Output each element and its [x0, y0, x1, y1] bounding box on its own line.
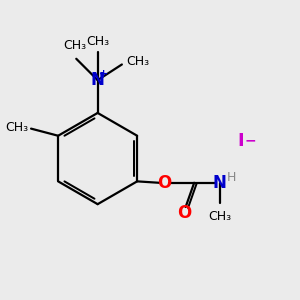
Text: N: N: [91, 71, 105, 89]
Text: +: +: [99, 69, 109, 79]
Text: O: O: [157, 174, 171, 192]
Text: CH₃: CH₃: [126, 55, 149, 68]
Text: I: I: [237, 132, 244, 150]
Text: N: N: [213, 174, 227, 192]
Text: CH₃: CH₃: [63, 40, 86, 52]
Text: CH₃: CH₃: [208, 210, 231, 223]
Text: H: H: [227, 171, 236, 184]
Text: −: −: [245, 133, 256, 147]
Text: CH₃: CH₃: [86, 35, 109, 48]
Text: CH₃: CH₃: [5, 121, 28, 134]
Text: O: O: [177, 204, 191, 222]
